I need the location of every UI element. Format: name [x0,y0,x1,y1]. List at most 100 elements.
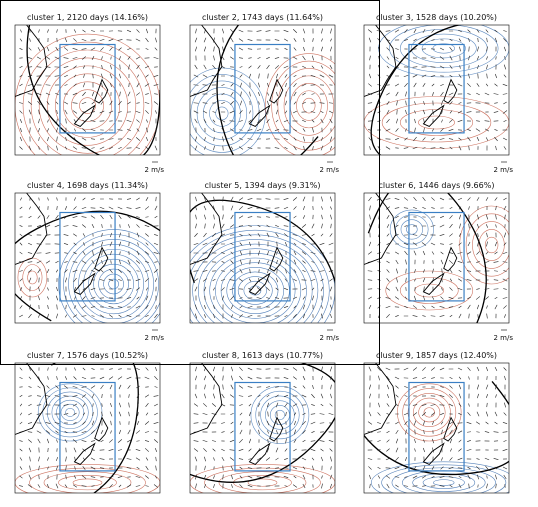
wind-arrow [99,146,105,150]
wind-arrow [100,384,104,390]
wind-arrow [127,47,131,51]
wind-arrow [239,466,243,470]
wind-arrow [386,109,390,115]
wind-arrow [118,314,122,318]
wind-arrow [135,278,141,282]
wind-arrow [118,47,122,51]
wind-arrow [504,402,506,408]
wind-arrow [238,146,244,150]
wind-arrow [422,367,426,371]
contour [472,221,509,269]
wind-arrow [213,46,215,52]
wind-arrow [303,46,305,52]
wind-arrow [54,394,60,398]
wind-arrow [303,136,305,142]
wind-arrow [109,214,113,220]
wind-arrow [64,269,68,273]
wind-arrow [256,30,262,32]
wind-arrow [503,74,507,78]
wind-arrow [238,448,244,452]
wind-arrow [239,484,243,488]
wind-arrow [292,296,298,300]
wind-arrow [91,101,95,105]
wind-arrow [230,430,234,434]
wind-arrow [137,74,139,78]
wind-arrow [195,366,197,372]
wind-arrow [466,279,472,281]
wind-arrow [257,394,261,398]
wind-arrow [330,214,332,220]
wind-arrow [221,287,225,291]
wind-arrow [293,38,297,42]
wind-arrow [248,448,252,452]
wind-arrow [422,137,426,141]
wind-arrow [127,138,131,140]
contour [406,224,418,235]
wind-arrow [320,313,324,319]
wind-arrow [240,91,242,97]
wind-arrow [27,242,33,246]
wind-arrow [466,111,472,113]
contour [58,475,117,491]
wind-arrow [19,136,23,142]
wind-arrow [193,270,199,272]
panel-title: cluster 8, 1613 days (10.77%) [202,351,323,360]
wind-arrow [395,259,399,265]
contour [432,43,455,54]
wind-arrow [283,197,289,201]
wind-arrow [284,110,288,114]
wind-arrow [82,65,86,69]
wind-arrow [449,421,453,425]
wind-arrow [494,37,498,43]
wind-arrow [394,466,400,470]
wind-arrow [37,385,41,389]
wind-arrow [439,29,445,33]
wind-arrow [64,84,68,86]
wind-arrow [431,305,435,309]
map-panel: cluster 4, 1698 days (11.34%)2 m/s [14,181,164,342]
wind-arrow [155,278,157,282]
wind-arrow [45,394,51,398]
wind-arrow [100,241,104,247]
wind-arrow [118,484,122,488]
wind-arrow [230,243,234,245]
wind-arrow [320,448,324,452]
wind-arrow [283,38,289,42]
wind-arrow [72,48,78,50]
wind-arrow [38,146,40,150]
zero-contour [15,210,160,322]
wind-arrow [146,287,148,291]
wind-arrow [283,476,289,478]
wind-arrow [413,295,417,301]
wind-arrow [302,128,306,132]
wind-arrow [135,305,141,309]
wind-arrow [422,377,426,379]
wind-arrow [248,57,252,59]
wind-arrow [193,102,199,104]
wind-arrow [421,74,427,78]
wind-arrow [249,411,251,417]
contour [42,387,98,438]
wind-arrow [430,367,436,371]
wind-arrow [101,64,103,70]
wind-arrow [423,127,425,133]
wind-arrow [494,102,498,104]
wind-arrow [403,412,409,416]
wind-arrow [136,64,140,70]
wind-arrow [153,242,159,246]
wind-arrow [118,368,122,370]
wind-arrow [73,29,77,33]
wind-arrow [220,279,226,281]
wind-arrow [468,223,470,229]
wind-arrow [136,216,140,218]
wind-arrow [63,404,69,406]
wind-arrow [126,29,132,33]
wind-arrow [109,241,113,247]
wind-arrow [91,259,95,265]
wind-arrow [213,305,215,309]
wind-arrow [154,234,158,236]
wind-arrow [136,29,140,33]
wind-arrow [249,91,251,97]
wind-arrow [394,296,400,300]
wind-arrow [283,305,289,309]
